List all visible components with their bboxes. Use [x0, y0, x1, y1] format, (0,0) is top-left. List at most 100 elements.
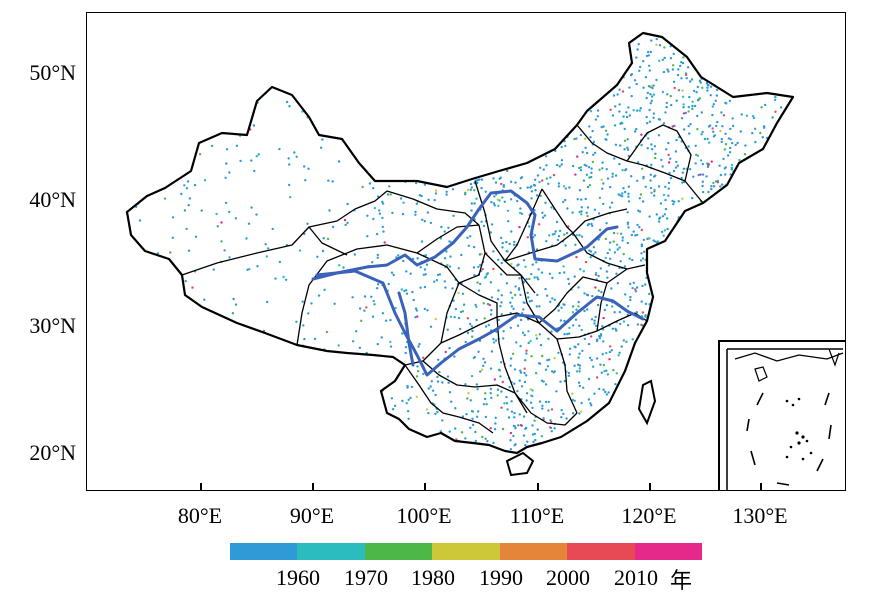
station-dot [328, 209, 331, 212]
station-dot [414, 181, 418, 185]
station-dot [612, 368, 615, 372]
station-dot [696, 154, 700, 157]
station-dot [451, 188, 455, 191]
station-dot [606, 177, 610, 180]
station-dot [635, 127, 638, 131]
station-dot [544, 287, 547, 291]
station-dot [415, 309, 418, 312]
station-dot [650, 143, 653, 146]
station-dot [649, 186, 653, 190]
station-dot [508, 242, 511, 246]
station-dot [579, 169, 583, 172]
station-dot [501, 427, 505, 431]
station-dot [667, 181, 671, 185]
station-dot [225, 162, 228, 165]
station-dot [635, 56, 638, 59]
station-dot [510, 305, 514, 308]
station-dot [525, 349, 528, 352]
station-dot [575, 308, 578, 311]
station-dot [573, 137, 576, 141]
station-dot [665, 148, 668, 151]
station-dot [415, 202, 418, 205]
station-dot [568, 326, 571, 330]
station-dot [321, 249, 325, 253]
station-dot [576, 198, 579, 201]
station-dot [473, 189, 476, 192]
station-dot [415, 395, 418, 398]
station-dot [641, 311, 645, 314]
station-dot [420, 194, 423, 198]
station-dot [536, 174, 540, 177]
station-dot [736, 141, 739, 145]
station-dot [550, 430, 553, 433]
station-dot [666, 227, 669, 231]
station-dot [414, 307, 418, 310]
station-dot [538, 362, 541, 365]
station-dot [448, 347, 451, 350]
station-dot [223, 249, 226, 252]
station-dot [331, 180, 334, 183]
station-dot [760, 106, 763, 109]
station-dot [715, 94, 719, 97]
station-dot [604, 237, 607, 241]
station-dot [381, 216, 384, 220]
station-dot [586, 223, 590, 227]
station-dot [648, 215, 651, 218]
station-dot [715, 124, 718, 128]
x-tick [760, 483, 762, 491]
station-dot [417, 345, 420, 348]
station-dot [606, 133, 609, 136]
station-dot [407, 417, 410, 420]
station-dot [564, 244, 567, 247]
station-dot [346, 202, 349, 206]
x-axis-label-90e: 90°E [289, 503, 335, 528]
station-dot [525, 374, 528, 377]
station-dot [618, 162, 621, 166]
station-dot [371, 261, 374, 264]
station-dot [711, 105, 714, 108]
station-dot [646, 91, 649, 95]
station-dot [454, 407, 457, 410]
station-dot [682, 106, 685, 109]
station-dot [672, 64, 675, 67]
station-dot [676, 164, 680, 167]
station-dot [355, 330, 358, 333]
station-dot [586, 206, 590, 209]
station-dot [771, 116, 774, 119]
station-dot [641, 257, 645, 260]
station-dot [598, 228, 602, 232]
station-dot [598, 196, 602, 199]
station-dot [610, 349, 613, 352]
station-dot [278, 260, 282, 264]
station-dot [575, 137, 578, 140]
station-dot [691, 196, 694, 200]
legend-label-2010: 2010 [614, 565, 658, 590]
station-dot [639, 107, 642, 110]
station-dot [614, 143, 618, 146]
station-dot [323, 288, 326, 291]
station-dot [462, 303, 466, 306]
station-dot [577, 300, 580, 304]
station-dot [574, 318, 578, 321]
station-dot [212, 268, 215, 271]
station-dot [739, 130, 742, 133]
station-dot [640, 300, 643, 303]
station-dot [250, 206, 253, 209]
station-dot [646, 147, 649, 150]
station-dot [503, 200, 506, 203]
station-dot [513, 411, 516, 415]
station-dot [588, 249, 591, 252]
station-dot [687, 110, 690, 113]
station-dot [587, 342, 591, 346]
station-dot [535, 261, 538, 264]
station-dot [698, 97, 702, 100]
station-dot [632, 230, 635, 233]
station-dot [467, 244, 470, 247]
station-dot [465, 413, 468, 416]
station-dot [405, 402, 408, 405]
station-dot [627, 305, 630, 308]
station-dot [486, 440, 489, 443]
station-dot [660, 230, 664, 234]
station-dot [449, 255, 452, 258]
station-dot [630, 73, 634, 76]
